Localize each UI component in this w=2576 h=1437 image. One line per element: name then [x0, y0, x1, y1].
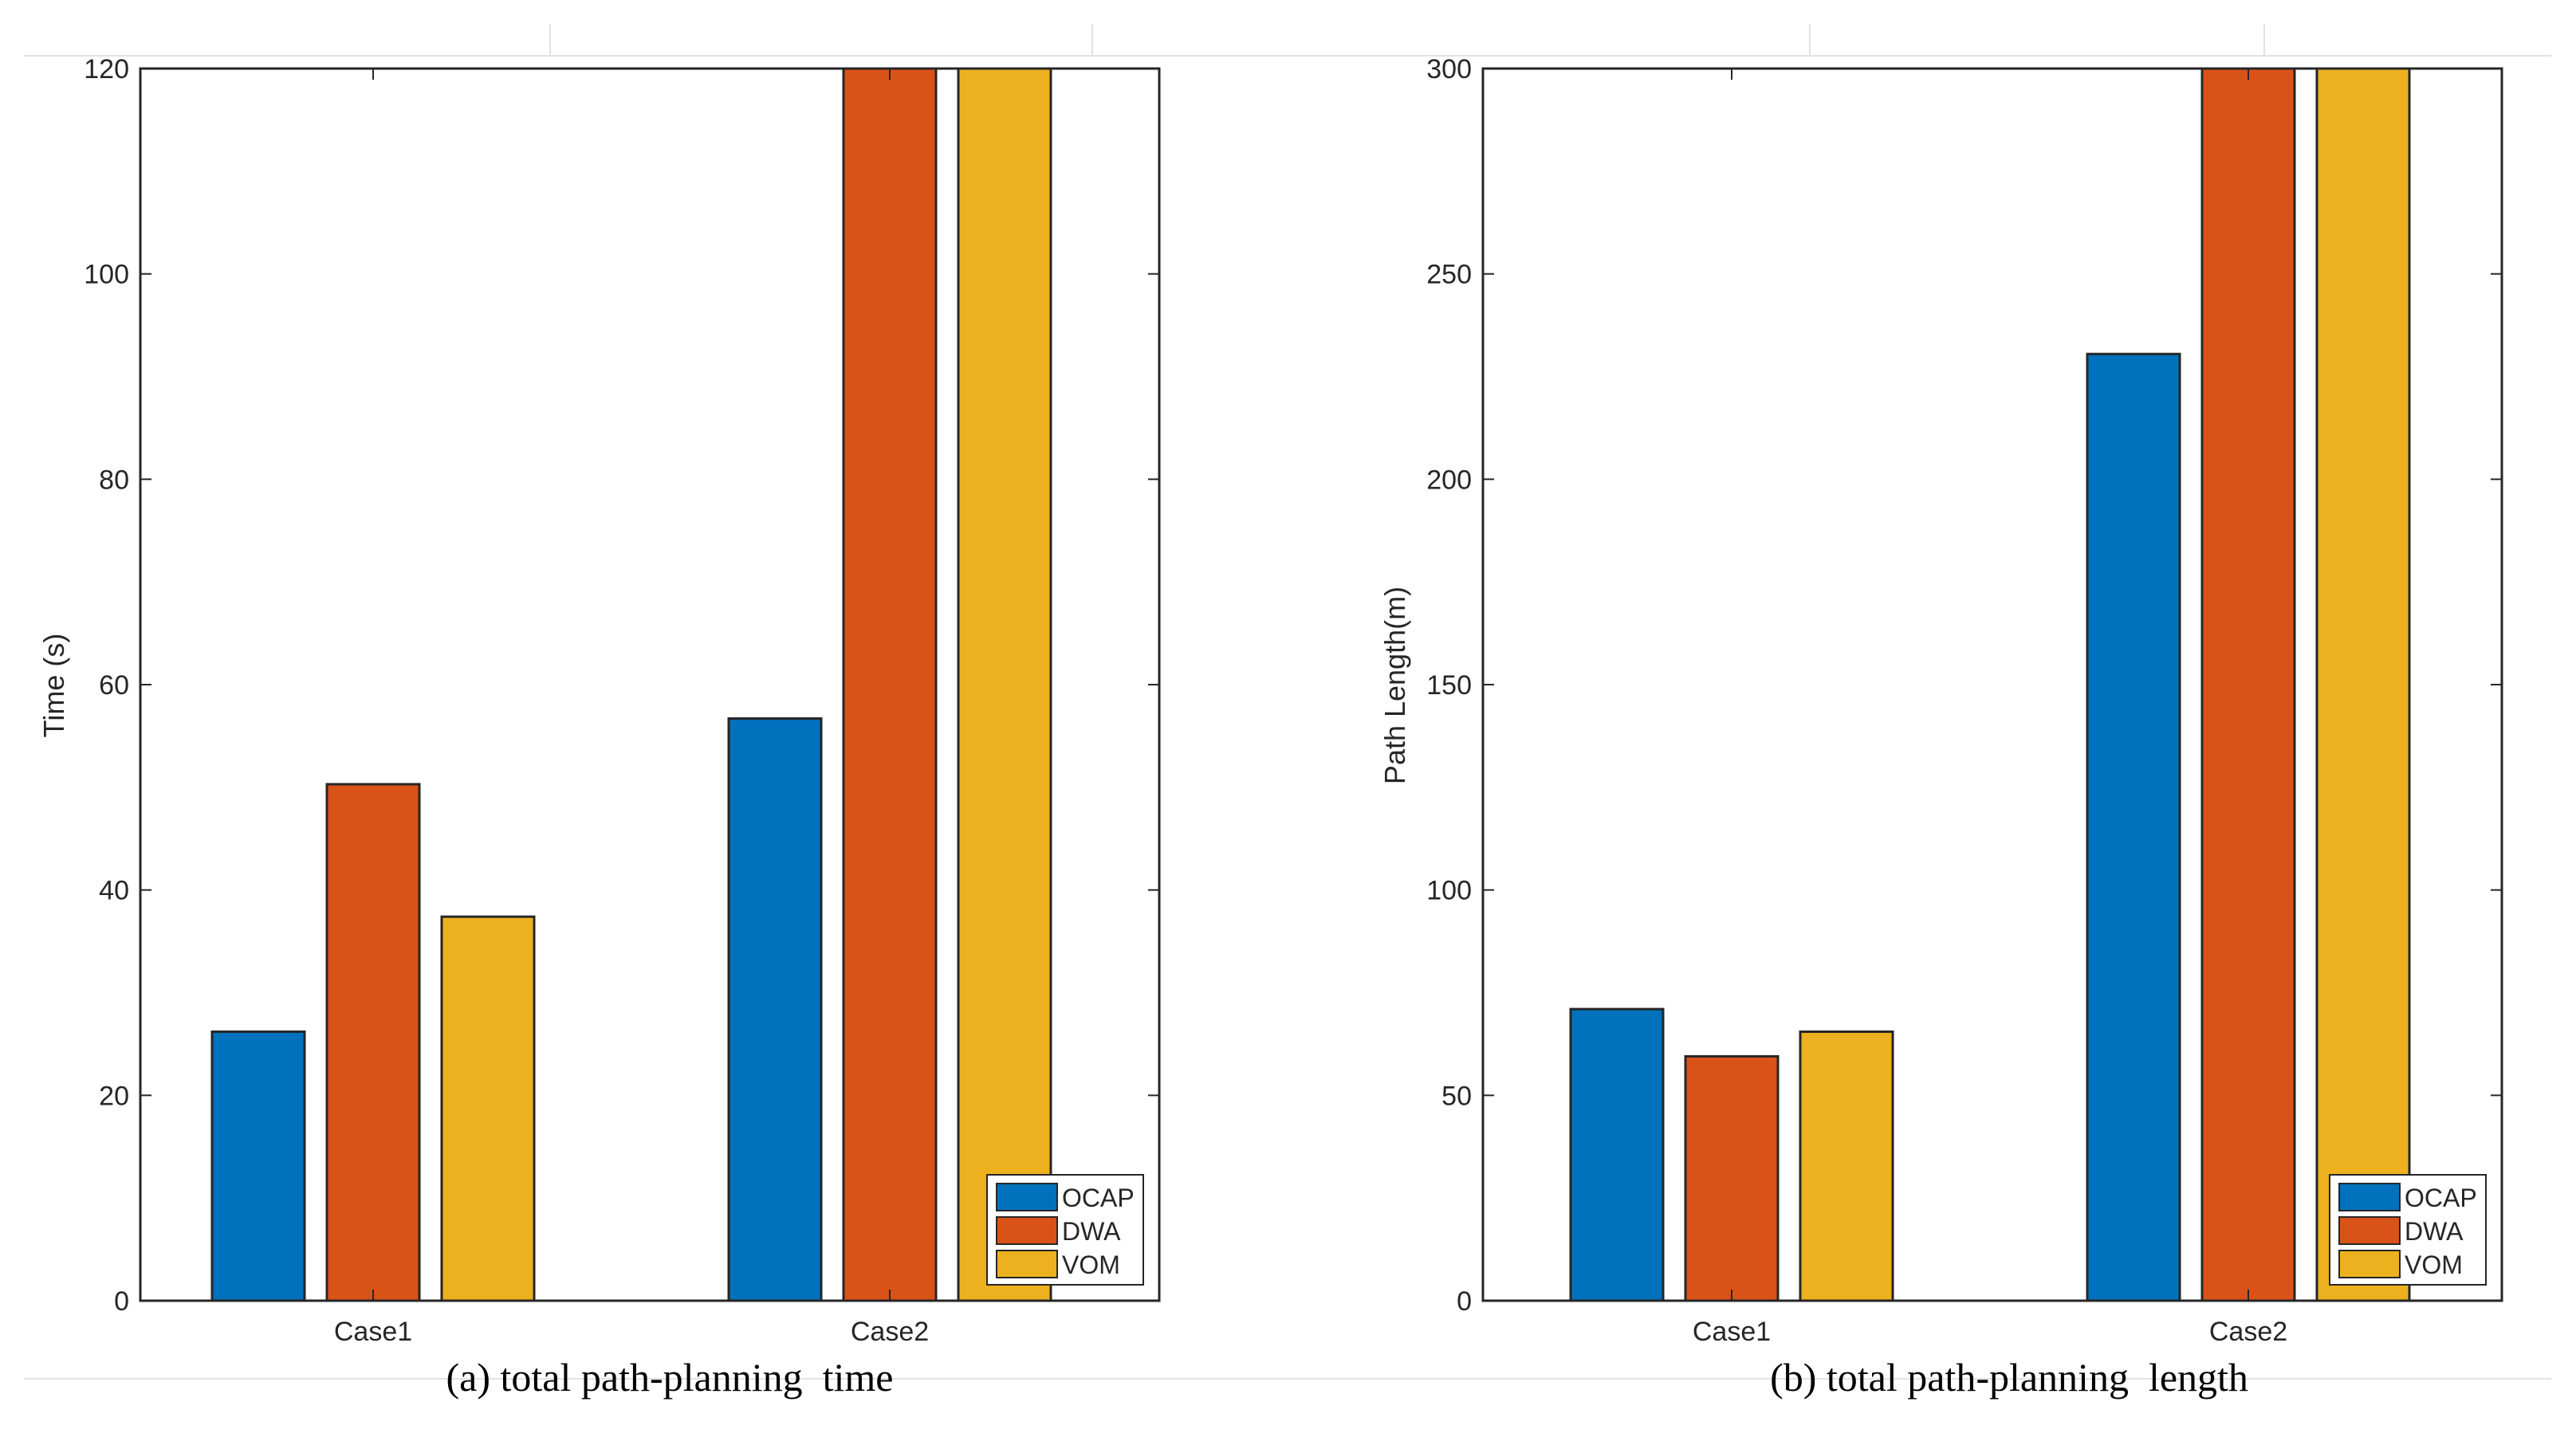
x-tick-label: Case2: [2209, 1317, 2287, 1347]
bar-vom-case2: [957, 67, 1052, 1302]
bar-dwa-case2: [2200, 67, 2296, 1302]
legend-label-vom: VOM: [2405, 1251, 2463, 1279]
bar-vom-case1: [1799, 1030, 1894, 1302]
x-tick-label: Case2: [851, 1317, 929, 1347]
y-tick-label: 0: [1457, 1286, 1472, 1317]
legend-label-ocap: OCAP: [1062, 1184, 1135, 1212]
x-axis-length: Case1 Case2: [1693, 69, 2287, 1347]
bar-dwa-case1: [1684, 1054, 1780, 1302]
y-tick-label: 150: [1426, 670, 1472, 701]
legend-swatch-vom: [996, 1250, 1058, 1278]
chart-time: 0 20 40 60 80 100 120 Case1 Case2 Time (s) OCAP…: [37, 54, 1161, 1400]
legend-swatch-ocap: [996, 1183, 1058, 1211]
y-tick-label: 0: [114, 1286, 129, 1317]
caption-length: (b) total path-planning length: [1770, 1355, 2248, 1400]
y-tick-label: 250: [1426, 260, 1472, 290]
x-tick-label: Case1: [1693, 1317, 1771, 1347]
y-axis-label-time: Time (s): [37, 634, 70, 738]
bar-group-time: [210, 67, 1052, 1302]
y-tick-label: 20: [99, 1081, 129, 1111]
bar-group-length: [1569, 67, 2411, 1302]
y-tick-label: 120: [84, 54, 129, 84]
legend-time: OCAP DWA VOM: [986, 1174, 1144, 1286]
bar-ocap-case2: [727, 717, 823, 1302]
bar-ocap-case1: [1569, 1007, 1665, 1302]
legend-label-dwa: DWA: [2405, 1217, 2464, 1246]
legend-swatch-dwa: [996, 1216, 1058, 1245]
y-tick-label: 100: [84, 260, 129, 290]
legend-length: OCAP DWA VOM: [2329, 1174, 2487, 1286]
bar-vom-case2: [2315, 67, 2411, 1302]
bar-vom-case1: [440, 915, 536, 1302]
y-axis-length: 0 50 100 150 200 250 300: [1426, 54, 2502, 1317]
legend-label-ocap: OCAP: [2405, 1184, 2477, 1212]
legend-label-dwa: DWA: [1062, 1217, 1121, 1246]
y-tick-label: 200: [1426, 465, 1472, 495]
legend-label-vom: VOM: [1062, 1251, 1120, 1279]
y-tick-label: 300: [1426, 54, 1472, 84]
legend-swatch-dwa: [2338, 1216, 2401, 1245]
bar-ocap-case2: [2086, 352, 2181, 1302]
y-tick-label: 40: [99, 876, 129, 906]
x-tick-label: Case1: [334, 1317, 412, 1347]
bar-dwa-case2: [842, 67, 938, 1302]
y-tick-label: 80: [99, 465, 129, 495]
y-axis-time: 0 20 40 60 80 100 120: [84, 54, 1159, 1317]
bar-ocap-case1: [210, 1030, 306, 1302]
document-frame: [24, 24, 2551, 1380]
chart-length: 0 50 100 150 200 250 300 Case1 Case2 Path Lengt…: [1378, 54, 2503, 1400]
x-axis-time: Case1 Case2: [334, 69, 929, 1347]
legend-swatch-vom: [2338, 1250, 2401, 1278]
y-axis-label-length: Path Length(m): [1378, 587, 1411, 784]
bar-dwa-case1: [325, 783, 421, 1302]
y-tick-label: 50: [1441, 1081, 1472, 1111]
legend-swatch-ocap: [2338, 1183, 2401, 1211]
y-tick-label: 100: [1426, 876, 1472, 906]
caption-time: (a) total path-planning time: [446, 1355, 894, 1400]
y-tick-label: 60: [99, 670, 129, 701]
